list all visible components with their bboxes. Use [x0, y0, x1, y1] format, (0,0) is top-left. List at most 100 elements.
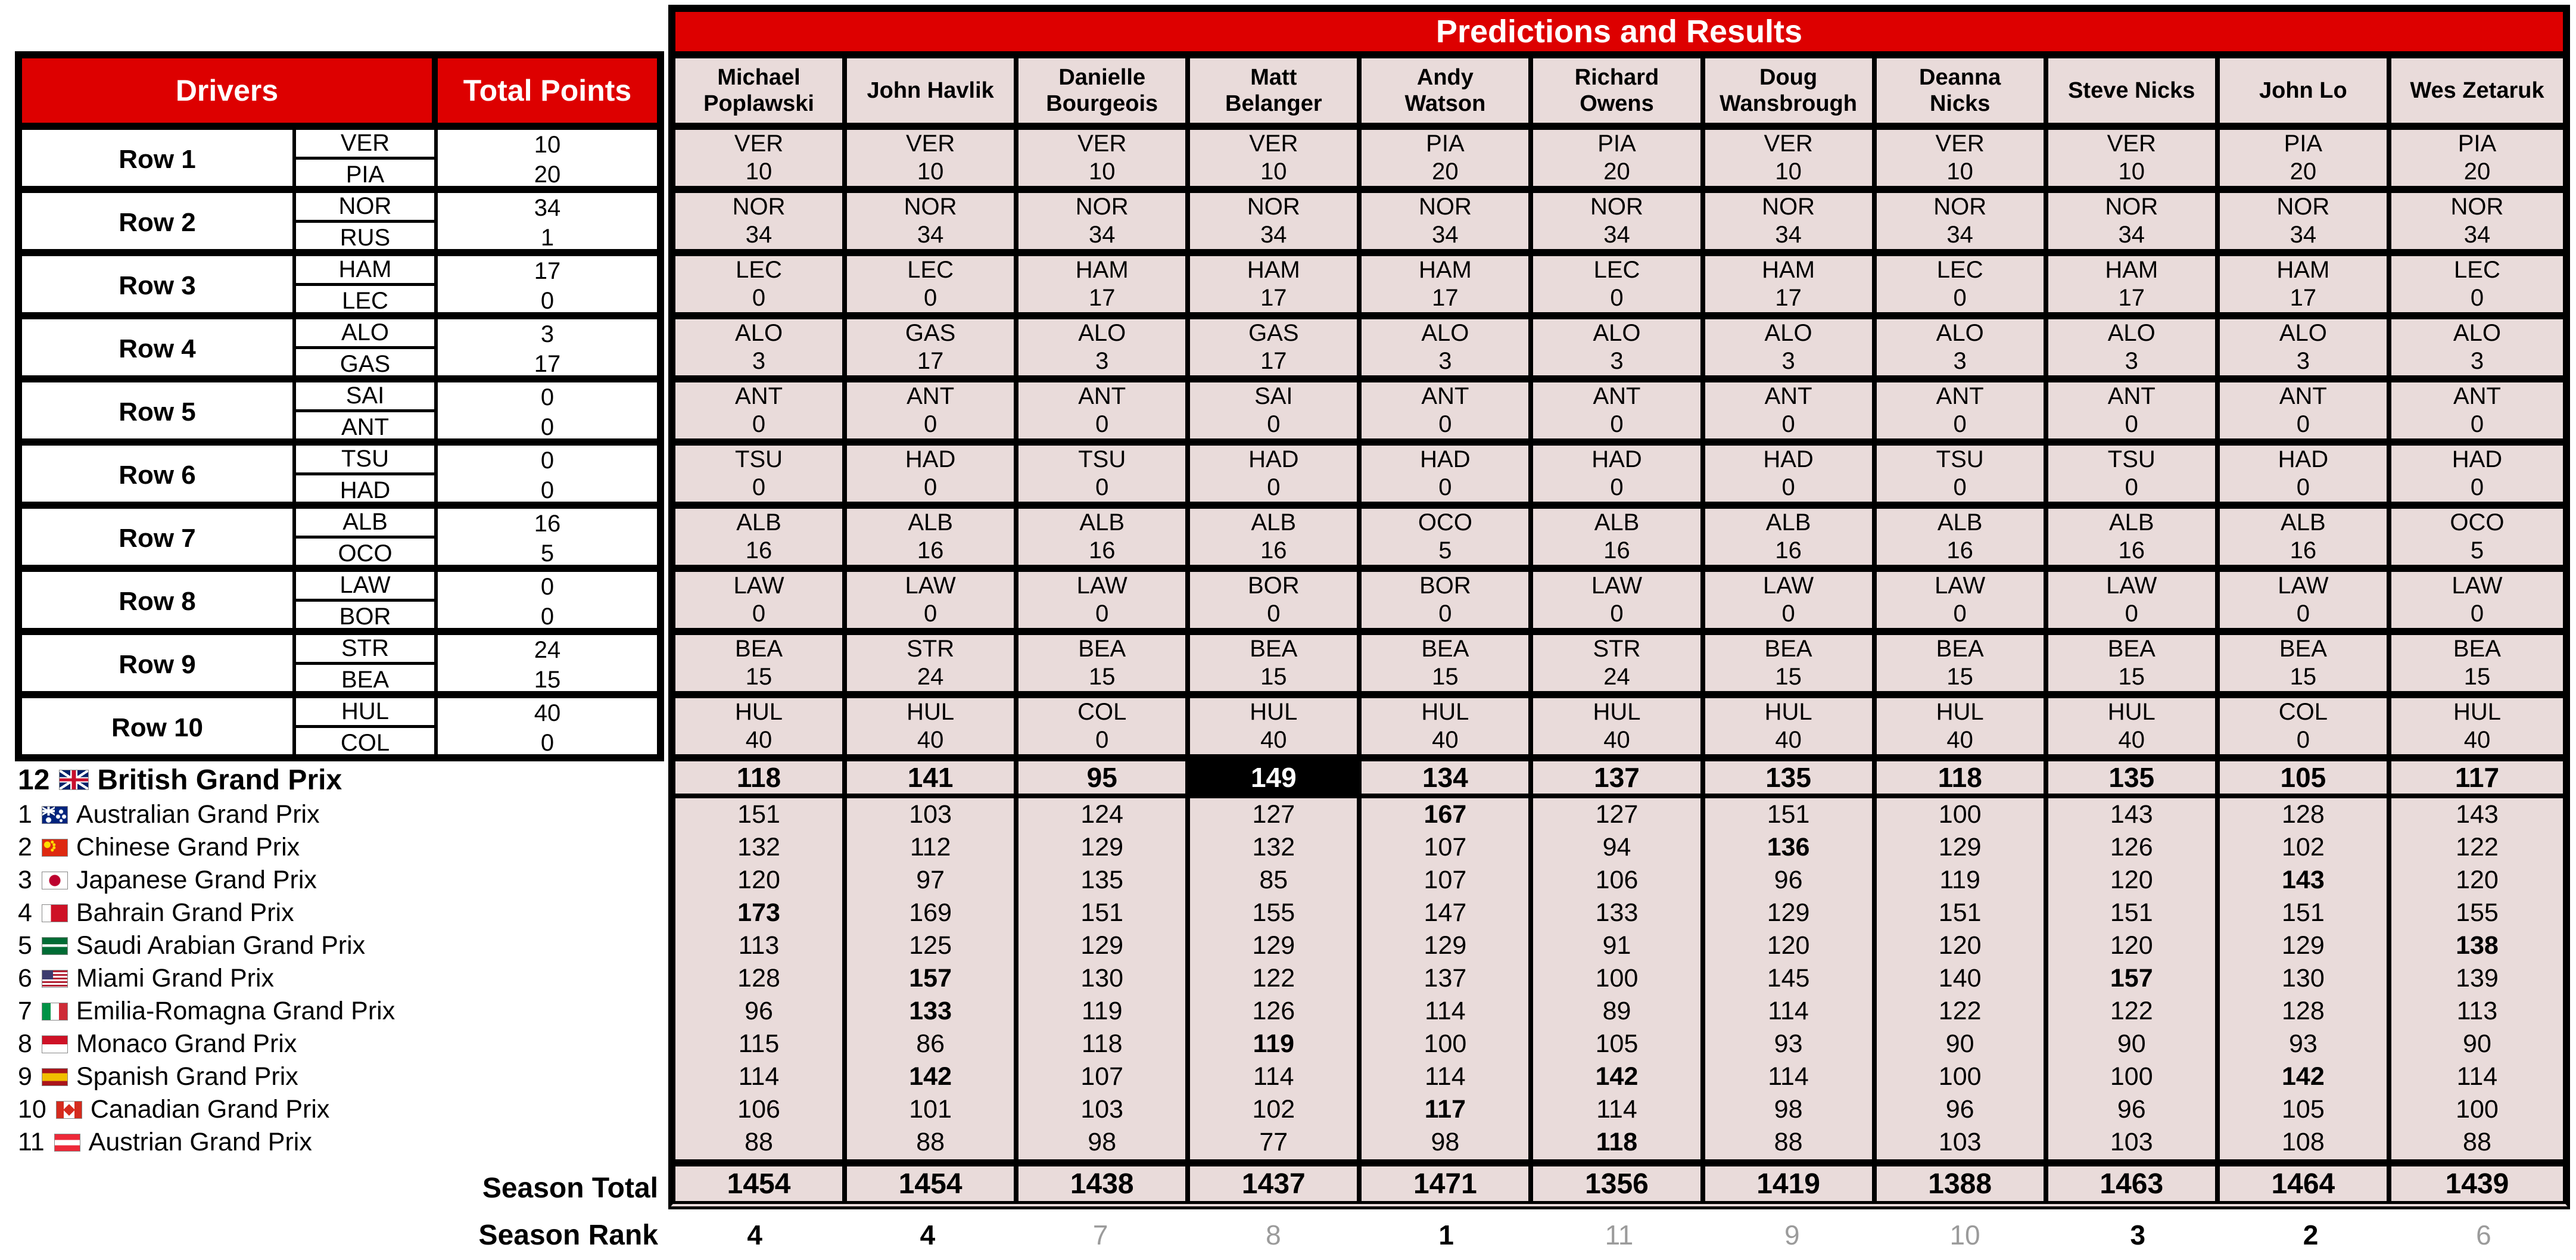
prediction-cell: COL 0: [2219, 698, 2391, 754]
predicted-driver: ALB: [736, 509, 781, 536]
season-total-cell: 1454: [847, 1166, 1019, 1201]
driver-points-value: 17: [534, 257, 561, 284]
race-score: 114: [1425, 1062, 1466, 1091]
predicted-driver: HUL: [1250, 699, 1298, 725]
predicted-points: 16: [745, 537, 773, 564]
ca-flag-icon: [55, 1100, 82, 1119]
prediction-cell: HAD 0: [2391, 446, 2563, 502]
predicted-driver: LAW: [1762, 573, 1814, 599]
race-list-item: 10 Canadian Grand Prix: [18, 1093, 655, 1126]
race-list: 1 Australian Grand Prix 2 Chinese Grand Pri…: [18, 798, 655, 1159]
race-score: 122: [1938, 997, 1982, 1025]
race-score: 88: [2463, 1128, 2491, 1156]
race-number: 9: [18, 1062, 32, 1091]
predicted-points: 0: [1781, 411, 1795, 437]
race-score: 100: [2110, 1062, 2153, 1091]
predictions-row: BEA 15 STR 24 BEA 15 BEA 15 BEA 15 STR 24 BEA 15 BEA 15…: [675, 635, 2563, 698]
race-score: 143: [2110, 800, 2153, 829]
race-score: 122: [1252, 964, 1295, 993]
driver-codes: SAI ANT: [296, 382, 438, 442]
prediction-cell: NOR 34: [1876, 193, 2048, 249]
predicted-driver: BEA: [1764, 636, 1812, 662]
predicted-driver: HAM: [2105, 257, 2158, 283]
predicted-points: 10: [1946, 158, 1973, 185]
prediction-cell: LAW 0: [1533, 572, 1705, 628]
predictor-names-row: Michael Poplawski John Havlik Danielle Bou…: [675, 58, 2563, 130]
predicted-driver: HAD: [1420, 446, 1471, 472]
prediction-cell: HAM 17: [1362, 256, 1534, 312]
predicted-driver: ALB: [1937, 509, 1983, 536]
race-total-cell: 117: [2391, 761, 2563, 794]
prediction-cell: LAW 0: [1018, 572, 1191, 628]
predicted-driver: TSU: [1936, 446, 1984, 472]
race-score: 120: [737, 866, 780, 894]
prediction-cell: ANT 0: [1705, 382, 1877, 438]
driver-points-value: 0: [540, 447, 555, 474]
prediction-cell: HUL 40: [1362, 698, 1534, 754]
driver-points-value: 0: [540, 287, 555, 314]
race-score: 90: [2463, 1029, 2491, 1058]
race-score: 151: [737, 800, 780, 829]
race-score: 129: [1080, 931, 1124, 960]
predicted-driver: BEA: [735, 636, 783, 662]
cn-flag-icon: [41, 838, 68, 857]
race-score: 151: [1767, 800, 1810, 829]
race-scores-column: 143 126 120 151 120 157 122 90 100 96 103: [2048, 798, 2220, 1159]
predicted-points: 24: [1603, 664, 1630, 690]
season-rank-cell: 3: [2130, 1219, 2146, 1250]
prediction-cell: HUL 40: [1190, 698, 1362, 754]
race-number: 3: [18, 866, 32, 894]
race-score: 136: [1767, 833, 1810, 861]
predicted-points: 0: [1953, 285, 1967, 311]
predictions-row: VER 10 VER 10 VER 10 VER 10 PIA 20 PIA 20 VER 10 VER 10…: [675, 130, 2563, 193]
predicted-driver: HUL: [907, 699, 955, 725]
driver-points: 10 20: [438, 130, 657, 189]
race-score: 114: [738, 1062, 780, 1091]
driver-points-value: 16: [534, 510, 561, 537]
predicted-driver: LEC: [1936, 257, 1983, 283]
driver-points: 40 0: [438, 698, 657, 758]
driver-code: HUL: [296, 698, 434, 728]
race-number: 11: [18, 1128, 45, 1156]
race-name: Saudi Arabian Grand Prix: [76, 931, 366, 960]
race-score: 89: [1602, 997, 1631, 1025]
race-score: 100: [1595, 964, 1639, 993]
predicted-driver: PIA: [1426, 130, 1465, 157]
predictions-banner: Predictions and Results: [668, 5, 2570, 51]
race-score: 169: [909, 898, 952, 927]
predicted-points: 24: [917, 664, 944, 690]
predicted-driver: PIA: [2457, 130, 2497, 157]
race-score: 129: [1424, 931, 1467, 960]
prediction-cell: BEA 15: [1362, 635, 1534, 691]
race-name: Monaco Grand Prix: [76, 1029, 297, 1058]
race-score: 102: [1252, 1095, 1295, 1124]
race-score: 120: [1938, 931, 1982, 960]
race-score: 105: [2281, 1095, 2325, 1124]
predicted-driver: NOR: [2105, 194, 2158, 220]
race-score: 77: [1259, 1128, 1288, 1156]
predicted-driver: GAS: [905, 320, 956, 346]
race-score: 129: [1080, 833, 1124, 861]
race-score: 151: [1938, 898, 1982, 927]
race-score: 107: [1424, 833, 1467, 861]
predicted-points: 16: [1603, 537, 1630, 564]
predicted-points: 34: [745, 222, 773, 248]
sa-flag-icon: [41, 937, 68, 955]
driver-codes: HAM LEC: [296, 256, 438, 316]
race-scores-column: 127 132 85 155 129 122 126 119 114 102 77: [1190, 798, 1362, 1159]
predicted-points: 0: [1438, 474, 1452, 500]
predicted-points: 15: [1775, 664, 1802, 690]
race-total-cell: 149: [1190, 761, 1362, 794]
prediction-cell: NOR 34: [2048, 193, 2220, 249]
race-scores-grid: 151 132 120 173 113 128 96 115 114 106 88 103 112 97 1…: [668, 798, 2570, 1166]
race-score: 114: [2456, 1062, 2498, 1091]
predicted-driver: NOR: [1590, 194, 1643, 220]
prediction-cell: ANT 0: [1533, 382, 1705, 438]
race-list-item: 4 Bahrain Grand Prix: [18, 897, 655, 929]
prediction-cell: OCO 5: [2391, 509, 2563, 565]
race-score: 100: [1938, 800, 1982, 829]
race-score: 155: [2456, 898, 2499, 927]
predicted-points: 15: [1946, 664, 1973, 690]
predicted-points: 0: [924, 601, 937, 627]
predicted-points: 10: [745, 158, 773, 185]
